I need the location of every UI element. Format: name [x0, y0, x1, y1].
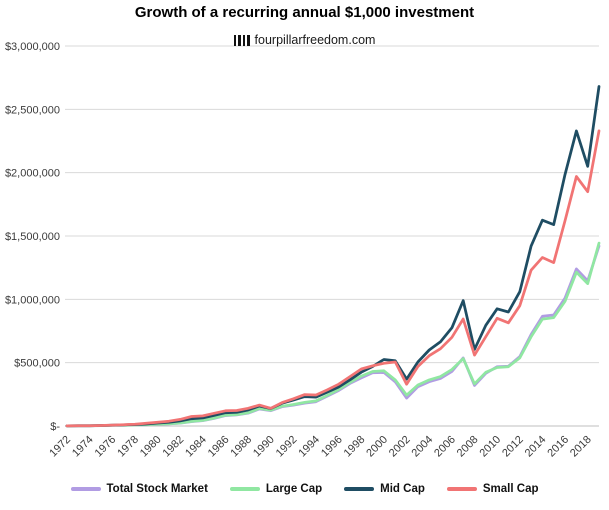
- legend-label-large-cap: Large Cap: [265, 483, 323, 495]
- x-axis-tick-label: 1984: [183, 434, 209, 460]
- series-line-mid-cap: [65, 85, 601, 428]
- x-axis-tick-label: 2018: [568, 434, 594, 460]
- x-axis-tick-label: 1978: [115, 434, 141, 460]
- y-axis-tick-label: $1,000,000: [5, 294, 60, 306]
- x-axis-tick-label: 1988: [228, 434, 254, 460]
- y-axis-tick-label: $2,500,000: [5, 104, 60, 116]
- legend-item-total-stock-market: Total Stock Market: [70, 483, 208, 495]
- legend-label-small-cap: Small Cap: [482, 483, 539, 495]
- x-axis-tick-label: 1996: [319, 434, 345, 460]
- x-axis-tick-label: 1972: [47, 434, 73, 460]
- x-axis-tick-label: 2014: [523, 434, 549, 460]
- x-axis-tick-label: 1990: [251, 434, 277, 460]
- x-axis-tick-label: 2010: [477, 434, 503, 460]
- legend-swatch-small-cap: [446, 487, 477, 491]
- y-axis-tick-label: $500,000: [14, 358, 60, 370]
- legend-label-mid-cap: Mid Cap: [380, 483, 425, 495]
- legend-item-small-cap: Small Cap: [446, 483, 539, 495]
- x-axis-tick-label: 1982: [161, 434, 187, 460]
- watermark-text: fourpillarfreedom.com: [254, 33, 376, 47]
- four-pillars-logo-icon: [233, 34, 250, 46]
- x-axis-tick-label: 1974: [70, 434, 96, 460]
- legend: Total Stock Market Large Cap Mid Cap Sma…: [0, 483, 609, 495]
- x-axis-tick-label: 1976: [93, 434, 119, 460]
- x-axis-tick-label: 2008: [455, 434, 481, 460]
- x-axis-tick-label: 1994: [296, 434, 322, 460]
- series-line-small-cap: [65, 129, 601, 428]
- y-axis-tick-label: $-: [50, 421, 60, 433]
- y-axis-tick-label: $1,500,000: [5, 231, 60, 243]
- plot-area: $- $500,000 $1,000,000 $1,500,000 $2,000,000…: [5, 41, 601, 460]
- series-line-total-stock-market: [65, 244, 601, 428]
- x-axis-tick-label: 2012: [500, 434, 526, 460]
- legend-swatch-large-cap: [229, 487, 260, 491]
- x-axis-tick-label: 2004: [410, 434, 436, 460]
- x-axis-tick-label: 2016: [545, 434, 571, 460]
- legend-item-mid-cap: Mid Cap: [344, 483, 425, 495]
- chart-title: Growth of a recurring annual $1,000 inve…: [134, 4, 475, 21]
- series-line-large-cap: [65, 241, 601, 428]
- x-axis-tick-label: 1992: [274, 434, 300, 460]
- y-axis-tick-label: $3,000,000: [5, 41, 60, 53]
- x-axis-tick-label: 2002: [387, 434, 413, 460]
- legend-item-large-cap: Large Cap: [229, 483, 323, 495]
- x-axis-tick-label: 2006: [432, 434, 458, 460]
- legend-label-total-stock-market: Total Stock Market: [106, 483, 208, 495]
- legend-swatch-total-stock-market: [70, 487, 101, 491]
- x-axis-tick-label: 1998: [342, 434, 368, 460]
- y-axis-tick-label: $2,000,000: [5, 168, 60, 180]
- watermark: fourpillarfreedom.com: [0, 33, 609, 47]
- legend-swatch-mid-cap: [344, 487, 375, 491]
- x-axis-tick-label: 1986: [206, 434, 232, 460]
- x-axis-tick-label: 1980: [138, 434, 164, 460]
- x-axis-tick-label: 2000: [364, 434, 390, 460]
